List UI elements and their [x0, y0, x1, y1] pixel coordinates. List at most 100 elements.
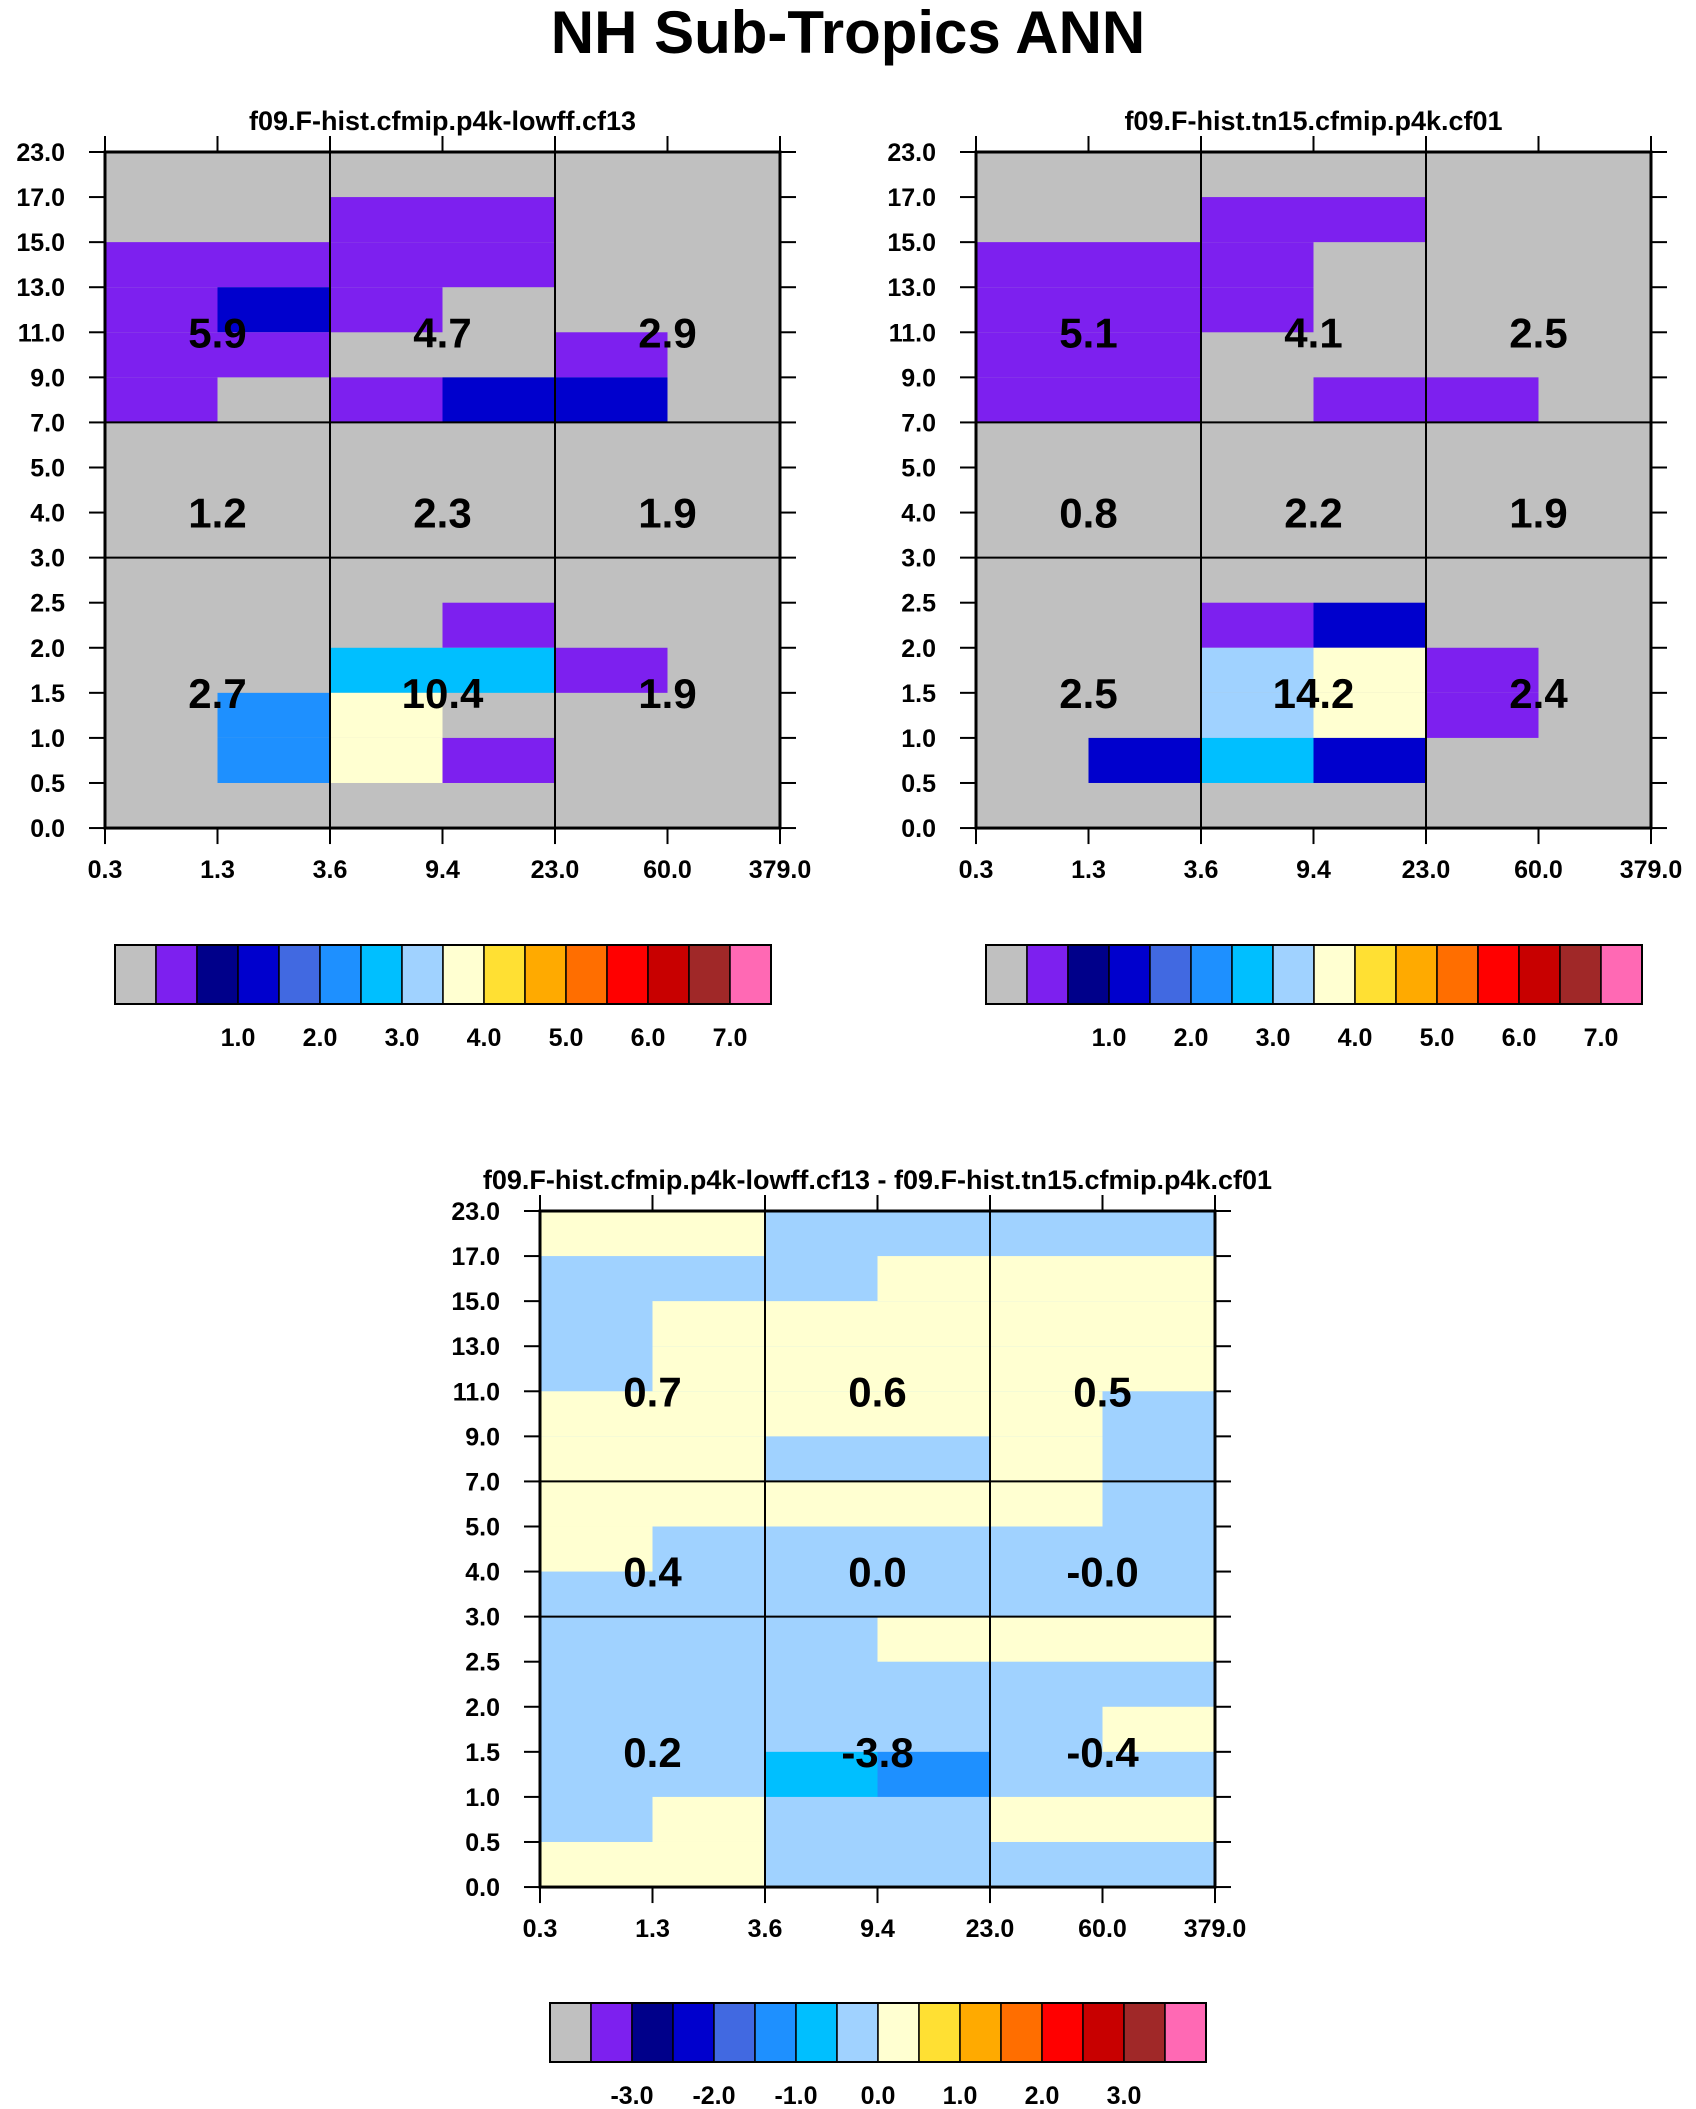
x-tick-label: 9.4 [860, 1915, 895, 1943]
y-tick-label: 7.0 [30, 409, 65, 437]
y-tick-label: 2.5 [465, 1649, 500, 1677]
y-tick-label: 15.0 [16, 229, 65, 257]
colorbar-swatch [877, 2002, 920, 2063]
colorbar-swatch [360, 944, 403, 1005]
group-total-label: 1.9 [638, 670, 696, 717]
y-tick-label: 2.5 [901, 590, 936, 618]
group-total-label: 1.2 [188, 490, 246, 537]
y-tick-label: 0.0 [30, 815, 65, 843]
colorbar-swatch [959, 2002, 1002, 2063]
panel-title: f09.F-hist.tn15.cfmip.p4k.cf01 [1124, 106, 1502, 136]
y-tick-label: 7.0 [901, 409, 936, 437]
y-tick-label: 2.0 [465, 1694, 500, 1722]
x-tick-label: 23.0 [966, 1915, 1015, 1943]
colorbar-swatch [729, 944, 772, 1005]
group-total-label: 0.0 [848, 1549, 906, 1596]
colorbar-label: 5.0 [1420, 1024, 1455, 1052]
colorbar-swatch [713, 2002, 756, 2063]
colorbar-swatch [549, 2002, 592, 2063]
group-total-label: 2.3 [413, 490, 471, 537]
heatmap-cell [976, 287, 1201, 333]
group-total-label: 1.9 [638, 490, 696, 537]
y-tick-label: 1.5 [465, 1739, 500, 1767]
colorbar-label: 1.0 [221, 1024, 256, 1052]
colorbar-swatch [1082, 2002, 1125, 2063]
heatmap-cell [765, 1391, 990, 1437]
y-tick-label: 13.0 [887, 274, 936, 302]
heatmap-cell [1313, 602, 1426, 648]
group-total-label: 0.6 [848, 1368, 906, 1415]
group-total-label: 0.8 [1059, 490, 1117, 537]
x-tick-label: 1.3 [635, 1915, 670, 1943]
heatmap-cell [1201, 287, 1314, 333]
colorbar-label: 7.0 [713, 1024, 748, 1052]
group-total-label: 2.9 [638, 309, 696, 356]
colorbar-swatch [319, 944, 362, 1005]
heatmap-cell [990, 1436, 1103, 1482]
colorbar-frame [114, 944, 772, 1005]
colorbar-label: 1.0 [943, 2082, 978, 2109]
heatmap-cell [330, 647, 555, 693]
colorbar-swatch [565, 944, 608, 1005]
heatmap-cell [217, 692, 330, 738]
panel-cf01: f09.F-hist.tn15.cfmip.p4k.cf01 0.0 0.5 1.0 1… [887, 106, 1682, 1052]
heatmap-cell [652, 1301, 765, 1347]
heatmap-cell [1201, 602, 1314, 648]
heatmap-cell [1313, 692, 1426, 738]
colorbar-swatch [483, 944, 526, 1005]
group-total-label: 5.9 [188, 309, 246, 356]
y-tick-label: 1.5 [30, 680, 65, 708]
group-total-label: 0.5 [1073, 1368, 1131, 1415]
heatmap-cell [877, 1751, 990, 1797]
heatmap-cell [976, 377, 1201, 423]
group-total-label: 0.4 [623, 1549, 682, 1596]
heatmap-cell [105, 287, 218, 333]
y-tick-label: 9.0 [901, 364, 936, 392]
x-tick-label: 3.6 [313, 856, 348, 884]
heatmap-cell [976, 242, 1201, 288]
heatmap-cell [330, 737, 443, 783]
panel-difference: f09.F-hist.cfmip.p4k-lowff.cf13 - f09.F-… [451, 1165, 1272, 2109]
x-tick-label: 379.0 [1620, 856, 1683, 884]
heatmap-cell [990, 1796, 1215, 1842]
group-total-label: 10.4 [402, 670, 484, 717]
group-total-label: 1.9 [1509, 490, 1567, 537]
colorbar-swatch [1000, 2002, 1043, 2063]
y-tick-label: 15.0 [451, 1288, 500, 1316]
x-tick-label: 379.0 [749, 856, 812, 884]
colorbar-label: 7.0 [1584, 1024, 1619, 1052]
group-total-label: 2.5 [1059, 670, 1117, 717]
heatmap-cell [1201, 197, 1426, 243]
heatmap-cell [555, 332, 668, 378]
group-total-label: -0.4 [1066, 1729, 1139, 1776]
heatmap-cell [1201, 737, 1314, 783]
y-tick-label: 1.0 [901, 725, 936, 753]
y-tick-label: 13.0 [16, 274, 65, 302]
colorbar-swatch [278, 944, 321, 1005]
y-tick-label: 5.0 [30, 454, 65, 482]
y-tick-label: 0.0 [465, 1874, 500, 1902]
colorbar-label: 2.0 [303, 1024, 338, 1052]
heatmap-cell [330, 287, 443, 333]
y-tick-label: 1.0 [30, 725, 65, 753]
colorbar-label: 2.0 [1174, 1024, 1209, 1052]
x-tick-label: 0.3 [959, 856, 994, 884]
heatmap-cell [877, 1616, 1215, 1662]
colorbar-label: 2.0 [1025, 2082, 1060, 2109]
colorbar-label: -2.0 [692, 2082, 735, 2109]
x-tick-label: 60.0 [643, 856, 692, 884]
heatmap-cell [330, 377, 443, 423]
y-tick-label: 1.0 [465, 1784, 500, 1812]
colorbar-label: 1.0 [1092, 1024, 1127, 1052]
colorbar-swatch [1108, 944, 1151, 1005]
x-tick-label: 0.3 [88, 856, 123, 884]
colorbar-label: 3.0 [385, 1024, 420, 1052]
colorbar-label: 3.0 [1256, 1024, 1291, 1052]
heatmap-cell [765, 1751, 878, 1797]
colorbar-swatch [1026, 944, 1069, 1005]
colorbar-swatch [1149, 944, 1192, 1005]
heatmap-cell [330, 197, 555, 243]
heatmap-cell [652, 1796, 765, 1842]
y-tick-label: 0.5 [901, 770, 936, 798]
